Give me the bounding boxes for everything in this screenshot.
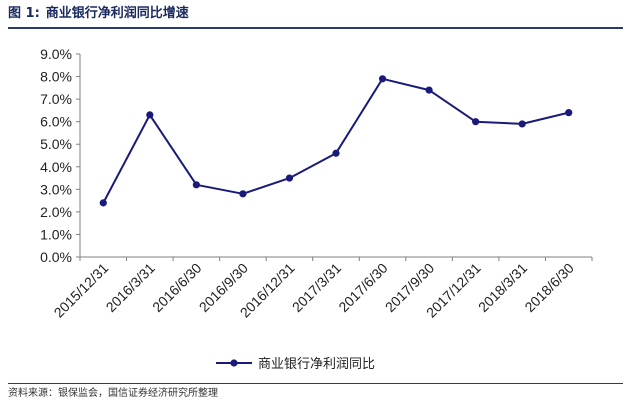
x-axis: 2015/12/312016/3/312016/6/302016/9/30201… [51, 256, 593, 321]
x-tick-label: 2018/3/31 [475, 260, 531, 316]
y-tick-label: 0.0% [40, 249, 72, 265]
data-point [565, 109, 573, 117]
data-point [378, 75, 387, 83]
y-tick-label: 6.0% [40, 114, 72, 130]
series-line [102, 77, 569, 204]
data-point [239, 190, 247, 198]
x-tick-label: 2017/3/31 [289, 260, 345, 316]
x-tick-label: 2016/6/30 [149, 260, 205, 316]
source-note: 资料来源：银保监会，国信证券经济研究所整理 [8, 388, 218, 399]
data-point [472, 118, 480, 126]
data-point [285, 174, 294, 182]
x-tick-label: 2015/12/31 [51, 260, 112, 321]
x-tick-label: 2017/6/30 [335, 260, 391, 316]
figure-title: 商业银行净利润同比增速 [45, 6, 189, 21]
data-point [99, 199, 107, 207]
y-tick-label: 2.0% [40, 204, 72, 220]
y-tick-label: 3.0% [40, 181, 72, 197]
y-tick-label: 5.0% [40, 136, 72, 152]
data-point [146, 111, 154, 119]
x-tick-label: 2018/6/30 [521, 260, 577, 316]
y-tick-label: 9.0% [40, 46, 72, 62]
data-point [192, 181, 200, 189]
legend-marker [230, 359, 238, 367]
legend-label: 商业银行净利润同比 [258, 357, 375, 372]
y-tick-label: 1.0% [40, 226, 72, 242]
data-point [332, 149, 340, 157]
legend: 商业银行净利润同比 [216, 357, 375, 372]
figure-label: 图 1: [8, 6, 40, 21]
footer-rule [8, 383, 623, 384]
header-rule [8, 27, 623, 29]
y-axis: 0.0% 1.0% 2.0% 3.0% 4.0% 5.0% 6.0% 7.0% 8.0% 9.0% [40, 46, 81, 265]
data-point [425, 86, 433, 94]
y-tick-label: 8.0% [40, 69, 72, 85]
figure-header: 图 1: 商业银行净利润同比增速 [8, 5, 623, 23]
series-layer [99, 75, 573, 207]
y-tick-label: 7.0% [40, 91, 72, 107]
data-point [518, 120, 526, 128]
x-tick-label: 2016/3/31 [103, 260, 159, 316]
line-chart: 0.0% 1.0% 2.0% 3.0% 4.0% 5.0% 6.0% 7.0% 8.0% 9.0%… [40, 46, 593, 372]
y-tick-label: 4.0% [40, 159, 72, 175]
